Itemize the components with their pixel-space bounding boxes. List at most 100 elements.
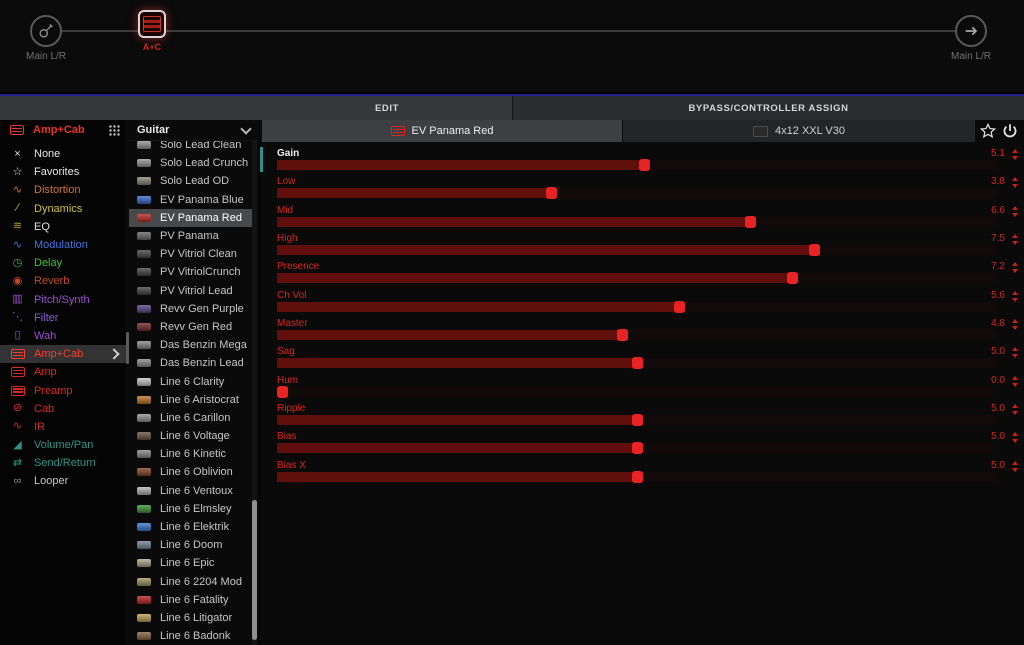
stepper-down-icon[interactable] <box>1012 184 1018 189</box>
stepper-up-icon[interactable] <box>1012 347 1018 352</box>
param-slider-sag[interactable] <box>277 357 997 370</box>
model-item-pv-panama[interactable]: PV Panama <box>129 227 252 245</box>
model-family-dropdown[interactable]: Guitar <box>129 120 259 141</box>
model-item-solo-lead-od[interactable]: Solo Lead OD <box>129 172 252 190</box>
stepper-down-icon[interactable] <box>1012 269 1018 274</box>
amp-model-tab-button[interactable]: EV Panama Red <box>262 120 622 142</box>
stepper-up-icon[interactable] <box>1012 177 1018 182</box>
stepper-up-icon[interactable] <box>1012 432 1018 437</box>
sidebar-item-modulation[interactable]: ∿ Modulation <box>0 236 126 254</box>
sidebar-item-looper[interactable]: ∞ Looper <box>0 472 126 490</box>
stepper-down-icon[interactable] <box>1012 212 1018 217</box>
sidebar-item-delay[interactable]: ◷ Delay <box>0 254 126 272</box>
stepper-up-icon[interactable] <box>1012 319 1018 324</box>
model-item-das-benzin-lead[interactable]: Das Benzin Lead <box>129 354 252 372</box>
model-item-line-6-doom[interactable]: Line 6 Doom <box>129 536 252 554</box>
sidebar-item-send-return[interactable]: ⇄ Send/Return <box>0 454 126 472</box>
param-slider-mid[interactable] <box>277 215 997 228</box>
stepper-down-icon[interactable] <box>1012 241 1018 246</box>
stepper-down-icon[interactable] <box>1012 382 1018 387</box>
param-slider-ripple[interactable] <box>277 414 997 427</box>
param-slider-bias[interactable] <box>277 442 997 455</box>
tab-bypass-controller-assign[interactable]: BYPASS/CONTROLLER ASSIGN <box>513 96 1024 120</box>
splitter-handle[interactable] <box>126 332 129 364</box>
model-item-line-6-carillon[interactable]: Line 6 Carillon <box>129 409 252 427</box>
slider-handle[interactable] <box>744 215 756 228</box>
sidebar-item-wah[interactable]: ▯ Wah <box>0 327 126 345</box>
model-item-line-6-voltage[interactable]: Line 6 Voltage <box>129 427 252 445</box>
slider-handle[interactable] <box>631 414 643 427</box>
model-item-ev-panama-red[interactable]: EV Panama Red <box>129 208 252 227</box>
param-slider-master[interactable] <box>277 329 997 342</box>
favorite-star-button[interactable] <box>979 122 997 140</box>
model-item-pv-vitriolcrunch[interactable]: PV VitriolCrunch <box>129 263 252 281</box>
model-item-line-6-elektrik[interactable]: Line 6 Elektrik <box>129 518 252 536</box>
model-item-pv-vitriol-lead[interactable]: PV Vitriol Lead <box>129 282 252 300</box>
sidebar-item-favorites[interactable]: ☆ Favorites <box>0 163 126 181</box>
stepper-up-icon[interactable] <box>1012 262 1018 267</box>
slider-handle[interactable] <box>631 357 643 370</box>
param-slider-hum[interactable] <box>277 385 997 398</box>
output-node[interactable] <box>955 15 987 47</box>
stepper-up-icon[interactable] <box>1012 290 1018 295</box>
model-item-line-6-oblivion[interactable]: Line 6 Oblivion <box>129 463 252 481</box>
input-node[interactable] <box>30 15 62 47</box>
sidebar-item-amp-cab[interactable]: Amp+Cab <box>0 345 126 364</box>
model-item-das-benzin-mega[interactable]: Das Benzin Mega <box>129 336 252 354</box>
slider-handle[interactable] <box>631 470 643 483</box>
stepper-up-icon[interactable] <box>1012 404 1018 409</box>
stepper-down-icon[interactable] <box>1012 411 1018 416</box>
slider-handle[interactable] <box>277 385 288 398</box>
model-item-revv-gen-purple[interactable]: Revv Gen Purple <box>129 300 252 318</box>
model-item-line-6-kinetic[interactable]: Line 6 Kinetic <box>129 445 252 463</box>
stepper-down-icon[interactable] <box>1012 297 1018 302</box>
stepper-up-icon[interactable] <box>1012 205 1018 210</box>
model-list-scrollbar[interactable] <box>252 141 257 645</box>
model-item-revv-gen-red[interactable]: Revv Gen Red <box>129 318 252 336</box>
stepper-down-icon[interactable] <box>1012 326 1018 331</box>
param-slider-high[interactable] <box>277 244 997 257</box>
slider-handle[interactable] <box>546 187 558 200</box>
param-slider-bias-x[interactable] <box>277 470 997 483</box>
sidebar-item-cab[interactable]: ⊘ Cab <box>0 400 126 418</box>
model-item-line-6-clarity[interactable]: Line 6 Clarity <box>129 372 252 390</box>
sidebar-item-ir[interactable]: ∿ IR <box>0 418 126 436</box>
sidebar-item-none[interactable]: × None <box>0 145 126 163</box>
model-item-line-6-fatality[interactable]: Line 6 Fatality <box>129 591 252 609</box>
param-slider-ch-vol[interactable] <box>277 300 997 313</box>
model-item-line-6-aristocrat[interactable]: Line 6 Aristocrat <box>129 391 252 409</box>
slider-handle[interactable] <box>617 329 629 342</box>
bypass-power-button[interactable] <box>1001 122 1019 140</box>
stepper-down-icon[interactable] <box>1012 439 1018 444</box>
sidebar-item-eq[interactable]: ≋ EQ <box>0 218 126 236</box>
sidebar-item-distortion[interactable]: ∿ Distortion <box>0 181 126 199</box>
cab-model-tab-button[interactable]: 4x12 XXL V30 <box>623 120 975 142</box>
sidebar-item-filter[interactable]: ⋱ Filter <box>0 309 126 327</box>
sidebar-item-preamp[interactable]: Preamp <box>0 381 126 399</box>
param-slider-presence[interactable] <box>277 272 997 285</box>
stepper-down-icon[interactable] <box>1012 354 1018 359</box>
model-item-solo-lead-crunch[interactable]: Solo Lead Crunch <box>129 154 252 172</box>
sidebar-item-dynamics[interactable]: ∕ Dynamics <box>0 200 126 218</box>
model-item-solo-lead-clean[interactable]: Solo Lead Clean <box>129 141 252 154</box>
stepper-up-icon[interactable] <box>1012 234 1018 239</box>
slider-handle[interactable] <box>674 300 686 313</box>
model-item-pv-vitriol-clean[interactable]: PV Vitriol Clean <box>129 245 252 263</box>
sidebar-item-pitch-synth[interactable]: ▥ Pitch/Synth <box>0 291 126 309</box>
stepper-up-icon[interactable] <box>1012 375 1018 380</box>
stepper-up-icon[interactable] <box>1012 460 1018 465</box>
stepper-down-icon[interactable] <box>1012 467 1018 472</box>
slider-handle[interactable] <box>787 272 799 285</box>
panel-splitter[interactable] <box>126 120 129 645</box>
model-item-line-6-epic[interactable]: Line 6 Epic <box>129 554 252 572</box>
model-item-line-6-2204-mod[interactable]: Line 6 2204 Mod <box>129 573 252 591</box>
sidebar-item-reverb[interactable]: ◉ Reverb <box>0 272 126 290</box>
sidebar-item-volume-pan[interactable]: ◢ Volume/Pan <box>0 436 126 454</box>
model-item-ev-panama-blue[interactable]: EV Panama Blue <box>129 191 252 209</box>
tab-edit[interactable]: EDIT <box>0 96 513 120</box>
slider-handle[interactable] <box>808 244 820 257</box>
model-item-line-6-badonk[interactable]: Line 6 Badonk <box>129 627 252 645</box>
stepper-down-icon[interactable] <box>1012 156 1018 160</box>
model-item-line-6-ventoux[interactable]: Line 6 Ventoux <box>129 482 252 500</box>
param-slider-gain[interactable] <box>277 159 997 171</box>
